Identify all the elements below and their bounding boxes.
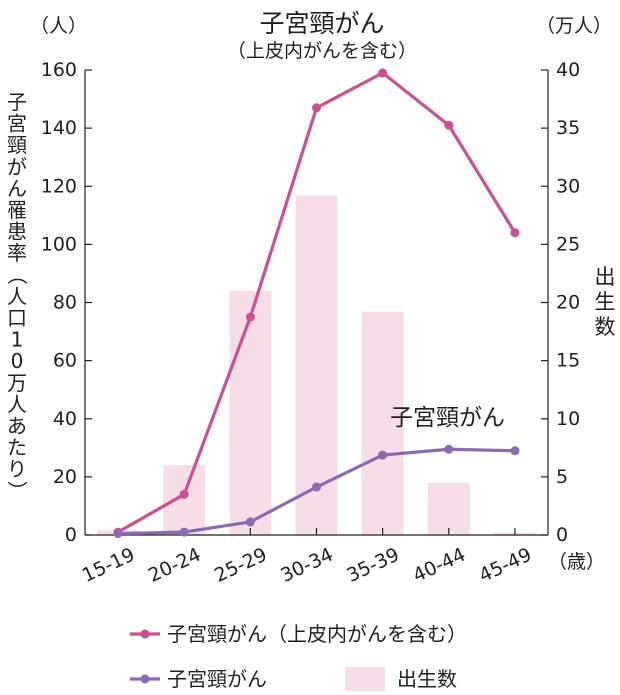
y-left-label-char: ） [5,481,29,501]
y-right-label-char: 生 [595,290,616,314]
chart-title: 子宮頸がん [259,9,384,38]
x-tick-label-25-29: 25-29 [211,544,270,587]
y-right-unit: （万人） [536,15,612,37]
y-right-tick-label: 5 [556,466,568,488]
x-tick-label-15-19: 15-19 [79,544,138,587]
bar-birth-40-44 [427,482,470,535]
y-right-axis-label: 出生数 [595,265,616,339]
y-left-label-char: 頸 [7,133,27,157]
point-cervical-cancer-20-24 [179,527,189,537]
y-right-tick-label: 15 [556,350,580,372]
bar-birth-20-24 [163,465,206,535]
y-left-label-char: 率 [7,241,27,265]
legend-swatch-births [345,667,385,691]
y-left-label-char: た [7,436,27,460]
bar-birth-30-34 [295,195,338,536]
legend-marker-cervical-cancer [140,674,150,684]
x-tick-label-20-24: 20-24 [145,544,204,587]
birth-bars [97,195,536,536]
point-cervical-cancer-35-39 [378,450,388,460]
y-left-label-char: が [7,155,27,179]
y-left-label-char: り [7,457,27,481]
y-right-tick-label: 10 [556,408,580,430]
point-in-situ-included-35-39 [378,68,388,78]
y-left-unit: （人） [30,15,87,37]
y-left-tick-label: 140 [41,117,77,139]
point-in-situ-included-25-29 [245,312,255,322]
point-cervical-cancer-40-44 [444,444,454,454]
y-left-label-char: 口 [7,306,27,330]
line-series [113,68,520,539]
y-left-tick-label: 60 [53,350,77,372]
y-left-label-char: 0 [11,349,24,373]
y-left-label-char: 患 [7,220,27,244]
y-left-label-char: ん [7,176,27,200]
bar-birth-25-29 [229,290,272,535]
point-cervical-cancer-45-49 [510,446,520,456]
annotation-cervical-cancer: 子宮頸がん [390,405,505,431]
point-in-situ-included-40-44 [444,120,454,130]
point-cervical-cancer-15-19 [113,529,123,539]
y-right-label-char: 数 [595,315,616,339]
y-left-label-char: 罹 [7,198,27,222]
y-right-tick-label: 30 [556,175,580,197]
y-left-tick-label: 160 [41,59,77,81]
point-in-situ-included-20-24 [179,489,189,499]
y-left-label-char: 1 [11,328,24,352]
y-left-label-char: 宮 [7,112,27,136]
x-tick-label-35-39: 35-39 [343,544,402,587]
y-right-label-char: 出 [595,265,616,289]
x-tick-label-40-44: 40-44 [410,544,469,587]
y-right-tick-label: 35 [556,117,580,139]
y-right-tick-label: 25 [556,233,580,255]
y-right-tick-label: 40 [556,59,580,81]
y-left-label-char: あ [7,414,27,438]
legend-label-births: 出生数 [397,667,457,691]
y-left-label-char: （ [5,265,29,285]
y-left-tick-label: 80 [53,292,77,314]
point-in-situ-included-45-49 [510,228,520,238]
bar-birth-35-39 [361,311,404,535]
chart-subtitle: （上皮内がんを含む） [227,40,417,62]
x-unit: （歳） [548,551,605,573]
y-left-tick-label: 20 [53,466,77,488]
y-left-tick-label: 100 [41,233,77,255]
y-left-label-char: 人 [7,284,27,308]
y-left-label-char: 人 [7,392,27,416]
legend-label-cervical-cancer: 子宮頸がん [167,667,267,691]
y-left-tick-label: 120 [41,175,77,197]
point-cervical-cancer-25-29 [245,517,255,527]
legend-label-in-situ-included: 子宮頸がん（上皮内がんを含む） [167,622,467,646]
y-left-tick-label: 0 [65,524,77,546]
y-left-label-char: 万 [7,371,27,395]
y-right-tick-label: 20 [556,292,580,314]
legend-marker-in-situ-included [140,629,150,639]
point-in-situ-included-30-34 [312,103,321,113]
y-left-tick-label: 40 [53,408,77,430]
x-tick-label-45-49: 45-49 [476,544,535,587]
y-right-tick-label: 0 [556,524,568,546]
x-tick-label-30-34: 30-34 [277,544,336,587]
point-cervical-cancer-30-34 [312,482,321,492]
legend: 子宮頸がん（上皮内がんを含む） 子宮頸がん 出生数 [130,622,467,691]
y-left-label-char: 子 [7,90,27,114]
